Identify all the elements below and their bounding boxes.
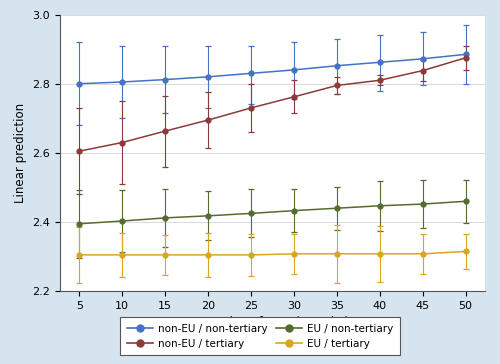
Y-axis label: Linear prediction: Linear prediction [14, 103, 27, 203]
Legend: non-EU / non-tertiary, non-EU / tertiary, EU / non-tertiary, EU / tertiary: non-EU / non-tertiary, non-EU / tertiary… [120, 317, 400, 355]
X-axis label: Duration of stay (months): Duration of stay (months) [196, 316, 349, 329]
